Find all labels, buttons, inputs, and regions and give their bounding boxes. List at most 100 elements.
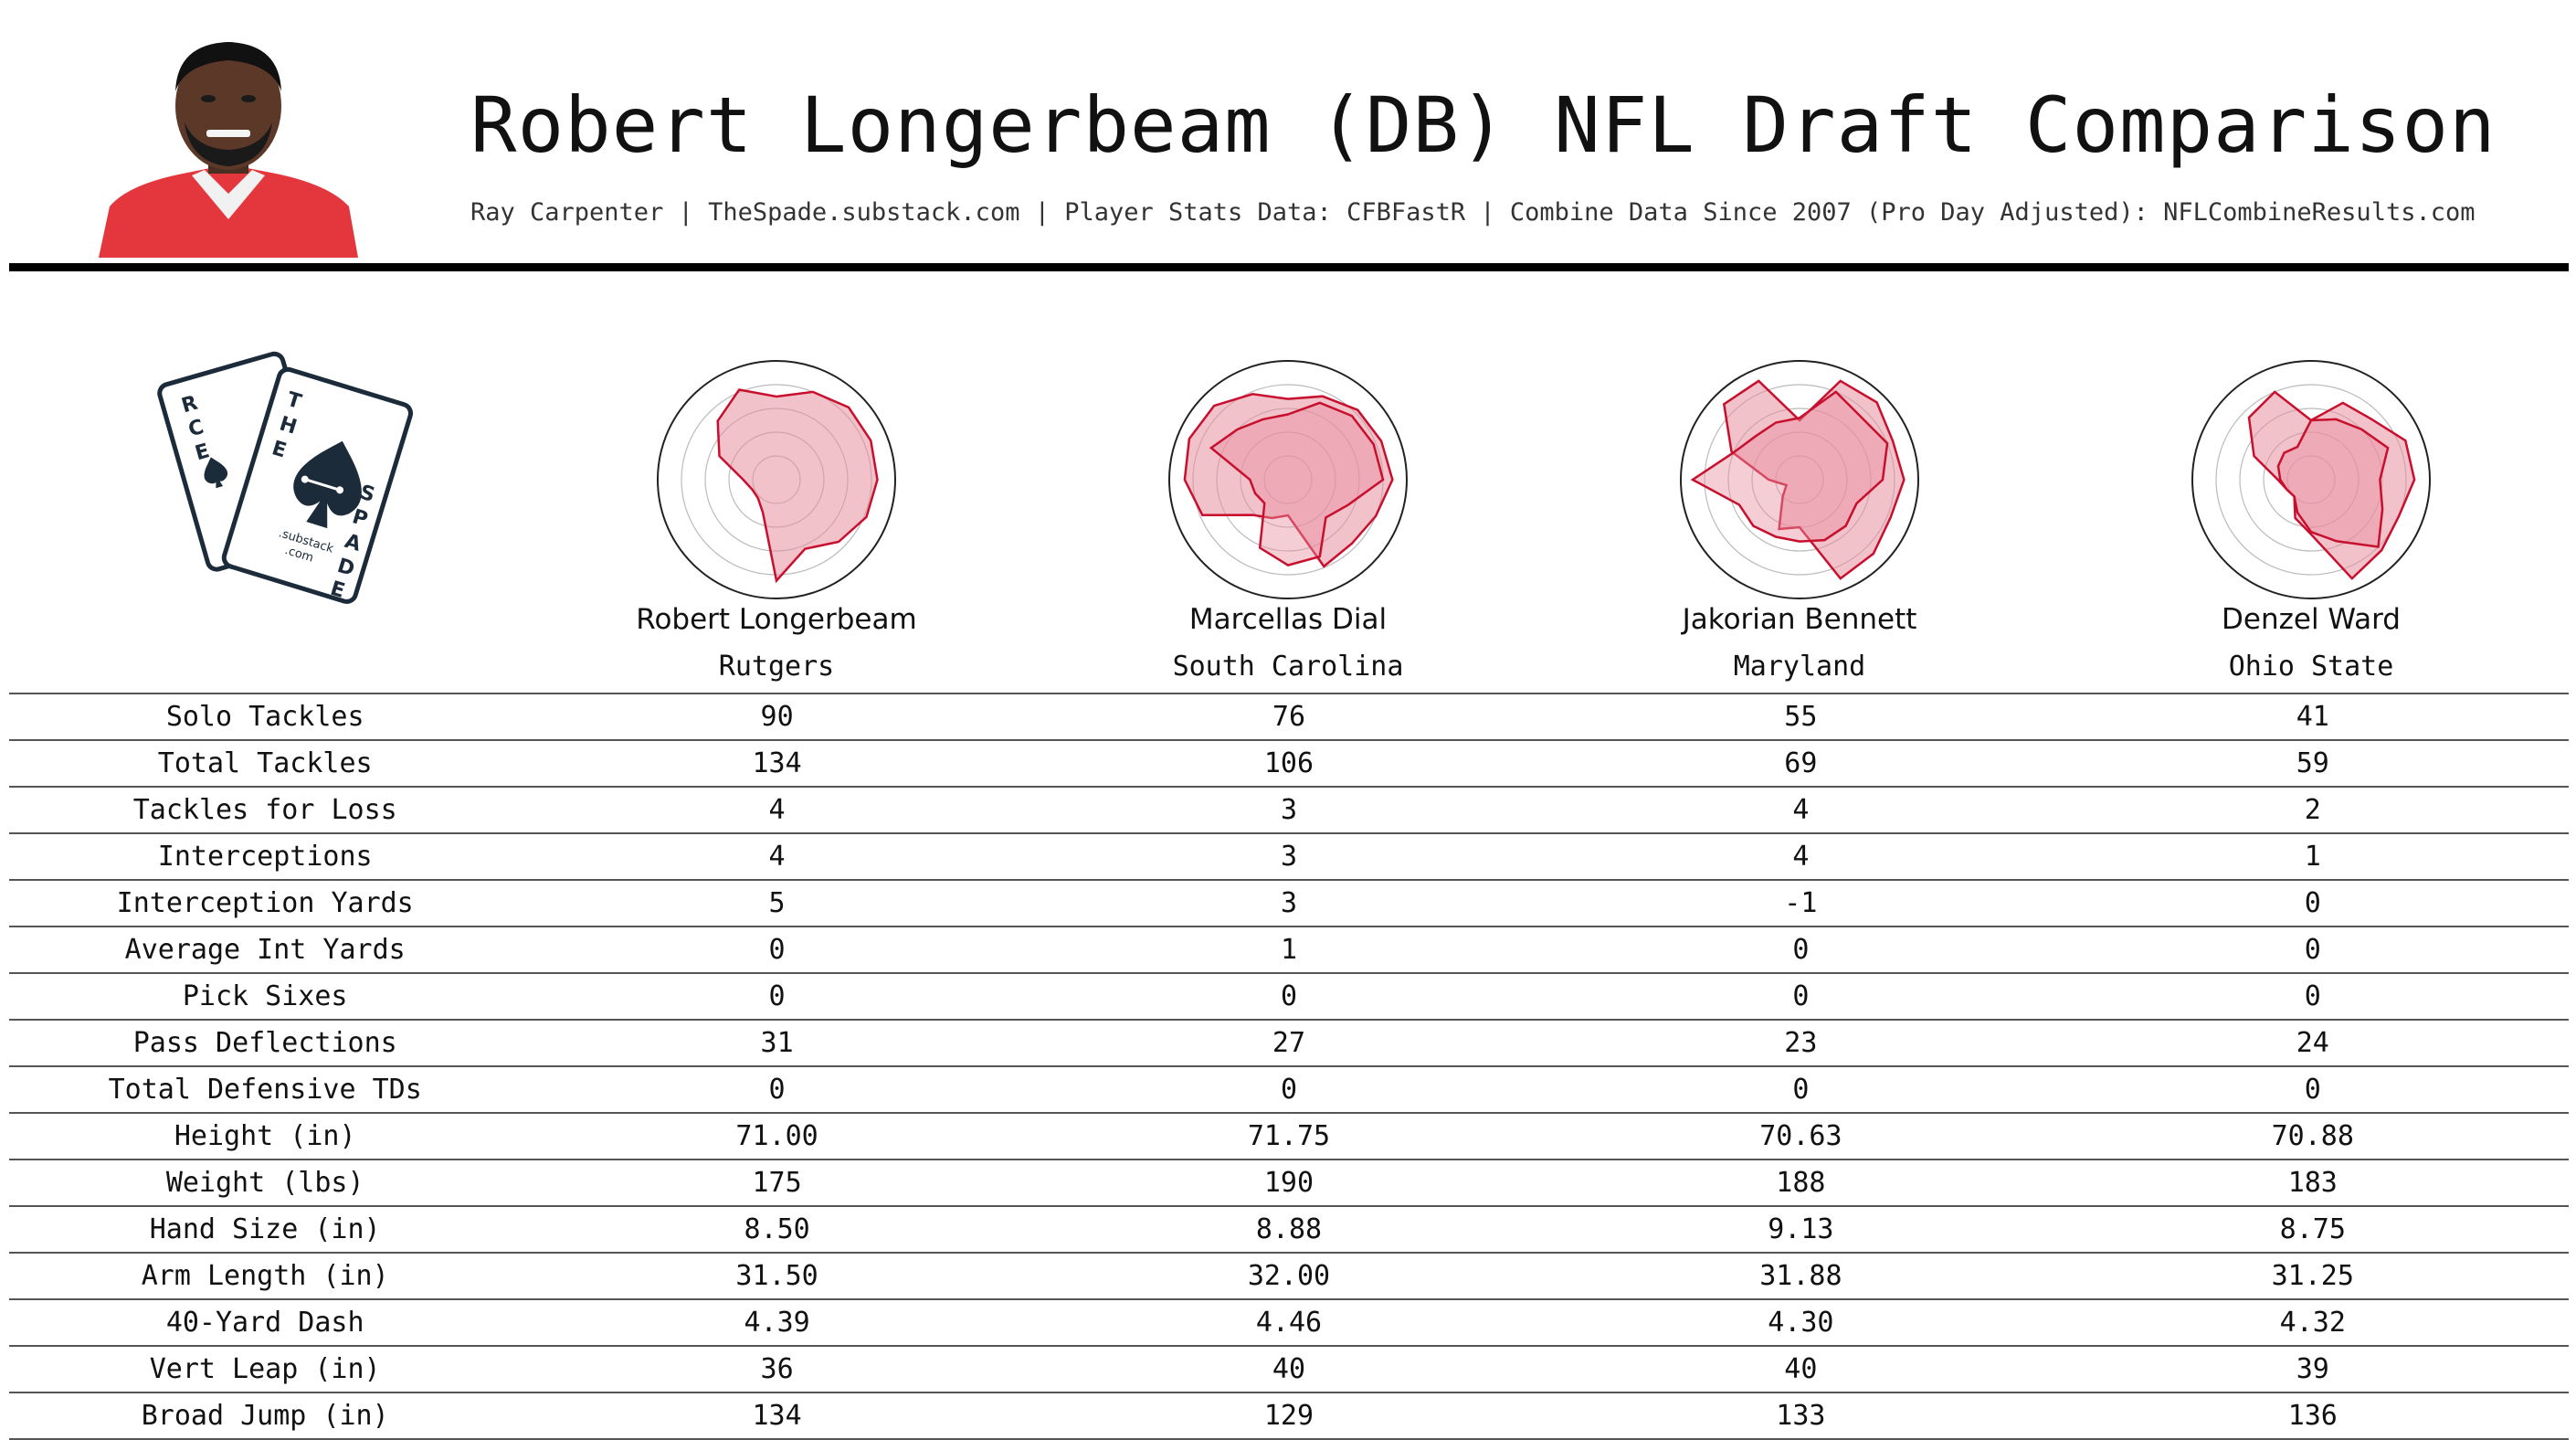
stat-value: 3 [1032, 786, 1546, 833]
table-row: Average Int Yards 0 1 0 0 [9, 926, 2569, 973]
stat-value: 55 [1545, 693, 2057, 740]
stat-value: -1 [1545, 879, 2057, 926]
stat-value: 134 [521, 1392, 1033, 1440]
stat-value: 8.88 [1032, 1205, 1546, 1253]
table-row: Total Tackles 134 106 69 59 [9, 739, 2569, 787]
stat-value: 4.39 [521, 1298, 1033, 1346]
radar-series-polygon [716, 388, 879, 584]
stat-label: Pass Deflections [9, 1019, 522, 1066]
stat-label: Vert Leap (in) [9, 1345, 522, 1392]
stat-value: 4.32 [2056, 1298, 2569, 1346]
table-row: Pass Deflections 31 27 23 24 [9, 1019, 2569, 1066]
stat-value: 36 [521, 1345, 1033, 1392]
stat-value: 183 [2056, 1159, 2569, 1206]
radar-chart-player-4 [2191, 360, 2431, 599]
table-row: Vert Leap (in) 36 40 40 39 [9, 1345, 2569, 1392]
table-row: 40-Yard Dash 4.39 4.46 4.30 4.32 [9, 1298, 2569, 1346]
table-row: Arm Length (in) 31.50 32.00 31.88 31.25 [9, 1252, 2569, 1299]
stat-value: 0 [2056, 926, 2569, 973]
stat-label: 40-Yard Dash [9, 1298, 522, 1346]
table-row: Interceptions 4 3 4 1 [9, 832, 2569, 880]
player-name: Denzel Ward [2222, 603, 2401, 636]
stat-value: 23 [1545, 1019, 2057, 1066]
stat-value: 188 [1545, 1159, 2057, 1206]
stat-value: 4 [521, 786, 1033, 833]
logo-front-letter: T [284, 388, 304, 414]
stat-value: 1 [2056, 832, 2569, 880]
table-row: Interception Yards 5 3 -1 0 [9, 879, 2569, 926]
player-headshot [99, 42, 358, 258]
table-row: Hand Size (in) 8.50 8.88 9.13 8.75 [9, 1205, 2569, 1253]
stat-label: Weight (lbs) [9, 1159, 522, 1206]
stat-value: 40 [1545, 1345, 2057, 1392]
stat-value: 0 [2056, 1065, 2569, 1113]
logo-back-letter: E [193, 439, 212, 465]
stat-label: Solo Tackles [9, 693, 522, 740]
stat-label: Tackles for Loss [9, 786, 522, 833]
table-row: Tackles for Loss 4 3 4 2 [9, 786, 2569, 833]
stat-label: Height (in) [9, 1112, 522, 1159]
stat-value: 0 [1545, 972, 2057, 1020]
radar-chart-player-3 [1680, 360, 1919, 599]
stat-value: 41 [2056, 693, 2569, 740]
stat-label: Broad Jump (in) [9, 1392, 522, 1440]
stat-value: 2 [2056, 786, 2569, 833]
player-name: Robert Longerbeam [636, 603, 917, 636]
stat-value: 71.75 [1032, 1112, 1546, 1159]
table-row: Pick Sixes 0 0 0 0 [9, 972, 2569, 1020]
radar-series-polygon [1690, 390, 1889, 543]
player-school: Rutgers [718, 651, 835, 683]
stat-value: 175 [521, 1159, 1033, 1206]
stat-value: 9.13 [1545, 1205, 2057, 1253]
stat-value: 133 [1545, 1392, 2057, 1440]
stat-value: 1 [1032, 926, 1546, 973]
stat-value: 4.46 [1032, 1298, 1546, 1346]
stat-value: 70.63 [1545, 1112, 2057, 1159]
player-school: Maryland [1733, 651, 1866, 683]
stat-value: 71.00 [521, 1112, 1033, 1159]
table-row: Solo Tackles 90 76 55 41 [9, 693, 2569, 740]
logo-back-letter: C [185, 416, 206, 441]
radar-series-polygon [1209, 401, 1385, 566]
stat-value: 0 [2056, 972, 2569, 1020]
stat-value: 0 [1545, 1065, 2057, 1113]
stat-value: 90 [521, 693, 1033, 740]
stat-value: 69 [1545, 739, 2057, 787]
page-title: Robert Longerbeam (DB) NFL Draft Compari… [470, 80, 2497, 170]
table-row: Total Defensive TDs 0 0 0 0 [9, 1065, 2569, 1113]
stat-value: 4.30 [1545, 1298, 2057, 1346]
stat-value: 3 [1032, 832, 1546, 880]
player-school: South Carolina [1172, 651, 1404, 683]
stat-label: Interceptions [9, 832, 522, 880]
stat-value: 39 [2056, 1345, 2569, 1392]
table-row: Weight (lbs) 175 190 188 183 [9, 1159, 2569, 1206]
stat-value: 31.50 [521, 1252, 1033, 1299]
stat-value: 190 [1032, 1159, 1546, 1206]
stat-value: 4 [521, 832, 1033, 880]
spade-icon [293, 440, 362, 529]
stat-value: 8.75 [2056, 1205, 2569, 1253]
radar-chart-player-1 [657, 360, 896, 599]
logo-front-letter: S [357, 481, 377, 507]
table-row: Broad Jump (in) 134 129 133 136 [9, 1392, 2569, 1440]
radar-series-polygon [2276, 418, 2390, 548]
radar-series-polygon [1183, 393, 1394, 568]
logo-front-letter: P [350, 505, 371, 532]
page-subtitle: Ray Carpenter | TheSpade.substack.com | … [470, 198, 2476, 227]
stat-value: 129 [1032, 1392, 1546, 1440]
stat-value: 8.50 [521, 1205, 1033, 1253]
stat-value: 136 [2056, 1392, 2569, 1440]
radar-chart-player-2 [1168, 360, 1408, 599]
stat-value: 0 [1032, 972, 1546, 1020]
logo-front-letter: A [342, 530, 364, 556]
stat-label: Interception Yards [9, 879, 522, 926]
table-row: Height (in) 71.00 71.75 70.63 70.88 [9, 1112, 2569, 1159]
header-divider [9, 263, 2569, 271]
player-name: Jakorian Bennett [1682, 603, 1917, 636]
stat-value: 0 [521, 926, 1033, 973]
stat-value: 0 [1032, 1065, 1546, 1113]
stat-label: Total Defensive TDs [9, 1065, 522, 1113]
logo-back-letter: R [179, 392, 200, 418]
stat-value: 31.25 [2056, 1252, 2569, 1299]
stat-label: Pick Sixes [9, 972, 522, 1020]
